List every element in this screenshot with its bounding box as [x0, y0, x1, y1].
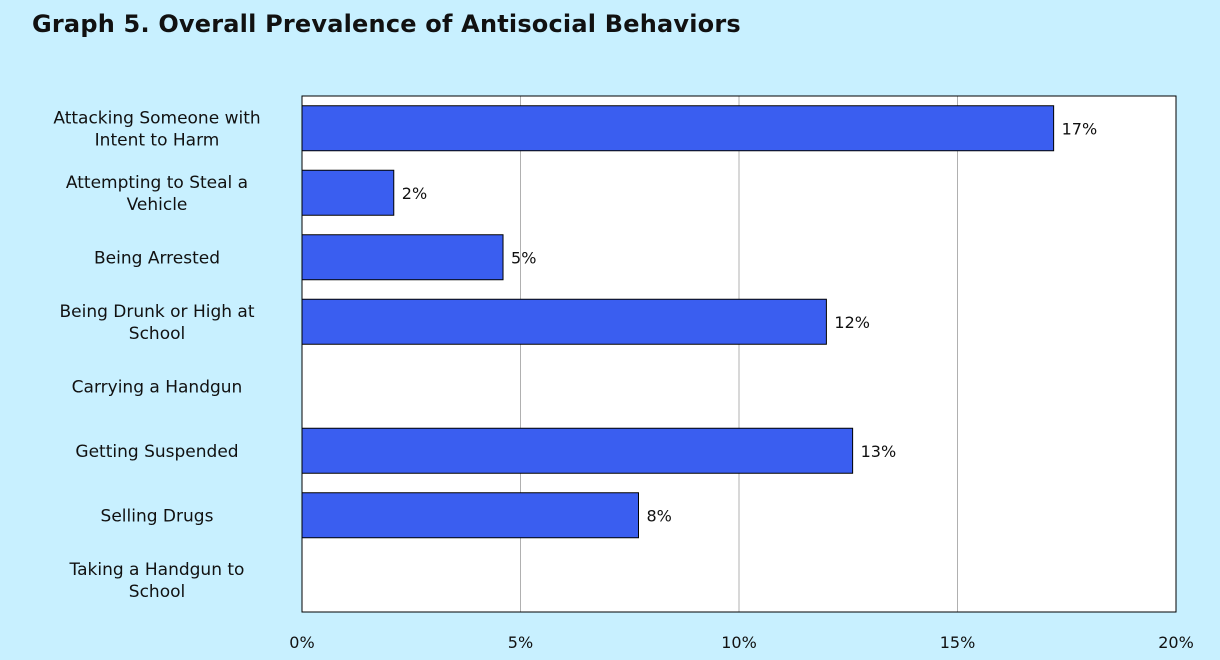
data-label: 8%: [646, 506, 671, 525]
data-label: 17%: [1062, 119, 1098, 138]
plot-frame: [301, 95, 1177, 613]
bar: [301, 169, 395, 216]
data-label: 2%: [402, 184, 427, 203]
category-label: School: [129, 324, 185, 344]
x-tick-label: 0%: [289, 633, 314, 652]
category-label: Intent to Harm: [95, 130, 220, 150]
category-label: Being Arrested: [94, 248, 220, 268]
category-label: Being Drunk or High at: [59, 302, 254, 322]
category-label: Attempting to Steal a: [66, 173, 248, 193]
bar: [301, 105, 1055, 152]
category-label: Carrying a Handgun: [72, 377, 243, 397]
category-label: Taking a Handgun to: [69, 560, 245, 580]
x-tick-label: 10%: [721, 633, 757, 652]
chart-title: Graph 5. Overall Prevalence of Antisocia…: [32, 10, 741, 38]
category-label: Selling Drugs: [101, 506, 214, 526]
bar: [301, 427, 854, 474]
data-label: 13%: [861, 442, 897, 461]
x-tick-label: 15%: [940, 633, 976, 652]
data-label: 5%: [511, 248, 536, 267]
category-label: Attacking Someone with: [53, 108, 260, 128]
x-tick-label: 20%: [1158, 633, 1194, 652]
bar: [301, 492, 639, 539]
data-label: 12%: [834, 313, 870, 332]
category-label: Vehicle: [127, 195, 188, 215]
category-label: Getting Suspended: [75, 442, 238, 462]
bar: [301, 234, 504, 281]
bar: [301, 298, 827, 345]
x-tick-label: 5%: [508, 633, 533, 652]
category-label: School: [129, 582, 185, 602]
